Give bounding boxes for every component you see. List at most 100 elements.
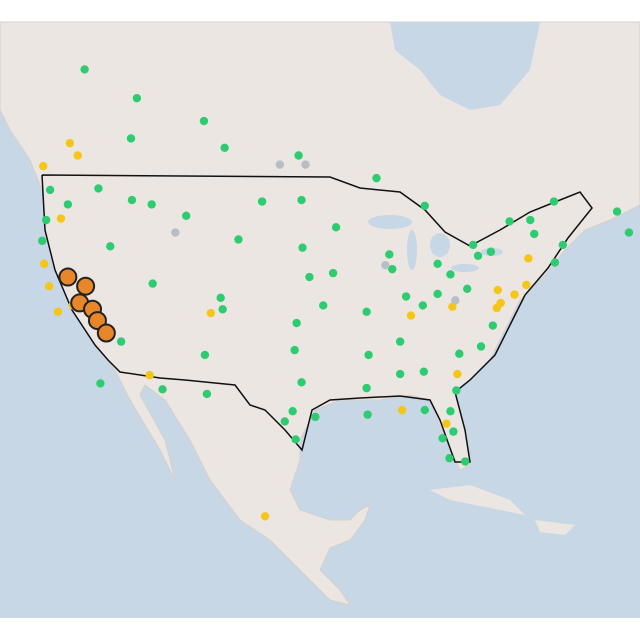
- sensor-marker[interactable]: [257, 197, 267, 206]
- sensor-marker[interactable]: [106, 242, 115, 251]
- sensor-marker[interactable]: [199, 116, 209, 126]
- sensor-marker[interactable]: [362, 383, 371, 393]
- sensor-marker[interactable]: [297, 378, 306, 387]
- sensor-marker[interactable]: [220, 143, 229, 153]
- sensor-marker[interactable]: [362, 307, 371, 316]
- sensor-marker[interactable]: [291, 435, 300, 444]
- sensor-marker[interactable]: [294, 151, 303, 160]
- sensor-marker[interactable]: [488, 321, 498, 330]
- sensor-marker[interactable]: [493, 285, 502, 295]
- sensor-marker[interactable]: [80, 65, 89, 74]
- sensor-marker[interactable]: [397, 405, 407, 415]
- sensor-marker[interactable]: [445, 454, 454, 463]
- sensor-marker[interactable]: [58, 267, 78, 287]
- sensor-marker[interactable]: [549, 197, 559, 206]
- sensor-marker[interactable]: [40, 259, 49, 269]
- sensor-marker[interactable]: [39, 161, 48, 171]
- sensor-marker[interactable]: [292, 318, 301, 328]
- sensor-marker[interactable]: [476, 342, 486, 351]
- sensor-marker[interactable]: [463, 284, 472, 293]
- sensor-marker[interactable]: [420, 201, 430, 211]
- sensor-marker[interactable]: [624, 228, 634, 237]
- sensor-marker[interactable]: [275, 160, 285, 169]
- sensor-marker[interactable]: [202, 389, 212, 399]
- sensor-marker[interactable]: [145, 371, 154, 380]
- sensor-marker[interactable]: [181, 211, 191, 220]
- sensor-marker[interactable]: [550, 258, 560, 267]
- sensor-marker[interactable]: [372, 173, 381, 183]
- sensor-marker[interactable]: [301, 160, 310, 169]
- sensor-marker[interactable]: [442, 419, 451, 428]
- sensor-marker[interactable]: [364, 350, 373, 360]
- sensor-marker[interactable]: [530, 229, 539, 239]
- sensor-marker[interactable]: [288, 407, 297, 416]
- sensor-marker[interactable]: [234, 235, 243, 244]
- sensor-marker[interactable]: [395, 337, 405, 346]
- sensor-marker[interactable]: [433, 259, 442, 269]
- sensor-marker[interactable]: [418, 301, 428, 310]
- sensor-marker[interactable]: [505, 217, 514, 226]
- sensor-marker[interactable]: [446, 270, 455, 279]
- sensor-marker[interactable]: [388, 264, 397, 274]
- sensor-marker[interactable]: [401, 292, 411, 301]
- sensor-marker[interactable]: [451, 296, 460, 305]
- sensor-marker[interactable]: [526, 215, 535, 225]
- sensor-marker[interactable]: [455, 349, 464, 358]
- sensor-marker[interactable]: [438, 434, 447, 443]
- sensor-marker[interactable]: [446, 407, 455, 416]
- sensor-marker[interactable]: [395, 369, 405, 379]
- sensor-marker[interactable]: [468, 240, 478, 250]
- sensor-marker[interactable]: [158, 385, 167, 394]
- sensor-marker[interactable]: [522, 280, 531, 290]
- sensor-marker[interactable]: [65, 138, 75, 148]
- sensor-marker[interactable]: [558, 240, 568, 250]
- sensor-marker[interactable]: [260, 512, 270, 521]
- sensor-marker[interactable]: [311, 412, 320, 422]
- sensor-marker[interactable]: [319, 301, 328, 310]
- sensor-marker[interactable]: [116, 337, 126, 346]
- sensor-marker[interactable]: [381, 260, 390, 270]
- sensor-marker[interactable]: [45, 185, 55, 195]
- sensor-marker[interactable]: [363, 410, 372, 419]
- sensor-marker[interactable]: [612, 207, 622, 216]
- sensor-marker[interactable]: [147, 200, 156, 209]
- sensor-marker[interactable]: [448, 302, 457, 311]
- sensor-marker[interactable]: [461, 457, 470, 466]
- sensor-marker[interactable]: [148, 279, 157, 288]
- sensor-marker[interactable]: [524, 254, 533, 263]
- sensor-marker[interactable]: [73, 151, 82, 160]
- sensor-marker[interactable]: [473, 251, 483, 260]
- sensor-marker[interactable]: [433, 289, 442, 299]
- sensor-marker[interactable]: [385, 250, 394, 259]
- sensor-marker[interactable]: [94, 184, 103, 193]
- sensor-marker[interactable]: [126, 134, 136, 143]
- sensor-marker[interactable]: [406, 311, 416, 320]
- sensor-marker[interactable]: [297, 195, 306, 205]
- sensor-marker[interactable]: [132, 93, 142, 103]
- sensor-marker[interactable]: [510, 290, 519, 299]
- sensor-marker[interactable]: [96, 379, 105, 388]
- sensor-marker[interactable]: [38, 236, 47, 246]
- sensor-marker[interactable]: [53, 307, 63, 316]
- sensor-marker[interactable]: [290, 345, 299, 355]
- sensor-marker[interactable]: [452, 386, 461, 395]
- sensor-marker[interactable]: [305, 272, 314, 282]
- sensor-marker[interactable]: [171, 228, 180, 237]
- sensor-marker[interactable]: [218, 305, 227, 314]
- sensor-marker[interactable]: [280, 417, 289, 426]
- sensor-marker[interactable]: [419, 367, 429, 376]
- sensor-marker[interactable]: [420, 405, 430, 415]
- sensor-marker[interactable]: [76, 276, 96, 296]
- sensor-marker[interactable]: [127, 195, 137, 205]
- sensor-marker[interactable]: [453, 369, 462, 379]
- sensor-marker[interactable]: [56, 214, 66, 223]
- sensor-marker[interactable]: [63, 200, 73, 209]
- sensor-marker[interactable]: [206, 308, 216, 318]
- sensor-marker[interactable]: [486, 247, 496, 256]
- sensor-marker[interactable]: [200, 350, 210, 360]
- sensor-marker[interactable]: [41, 215, 51, 225]
- sensor-marker[interactable]: [298, 243, 307, 252]
- sensor-marker[interactable]: [216, 293, 225, 303]
- sensor-marker[interactable]: [449, 427, 458, 436]
- sensor-marker[interactable]: [96, 323, 116, 343]
